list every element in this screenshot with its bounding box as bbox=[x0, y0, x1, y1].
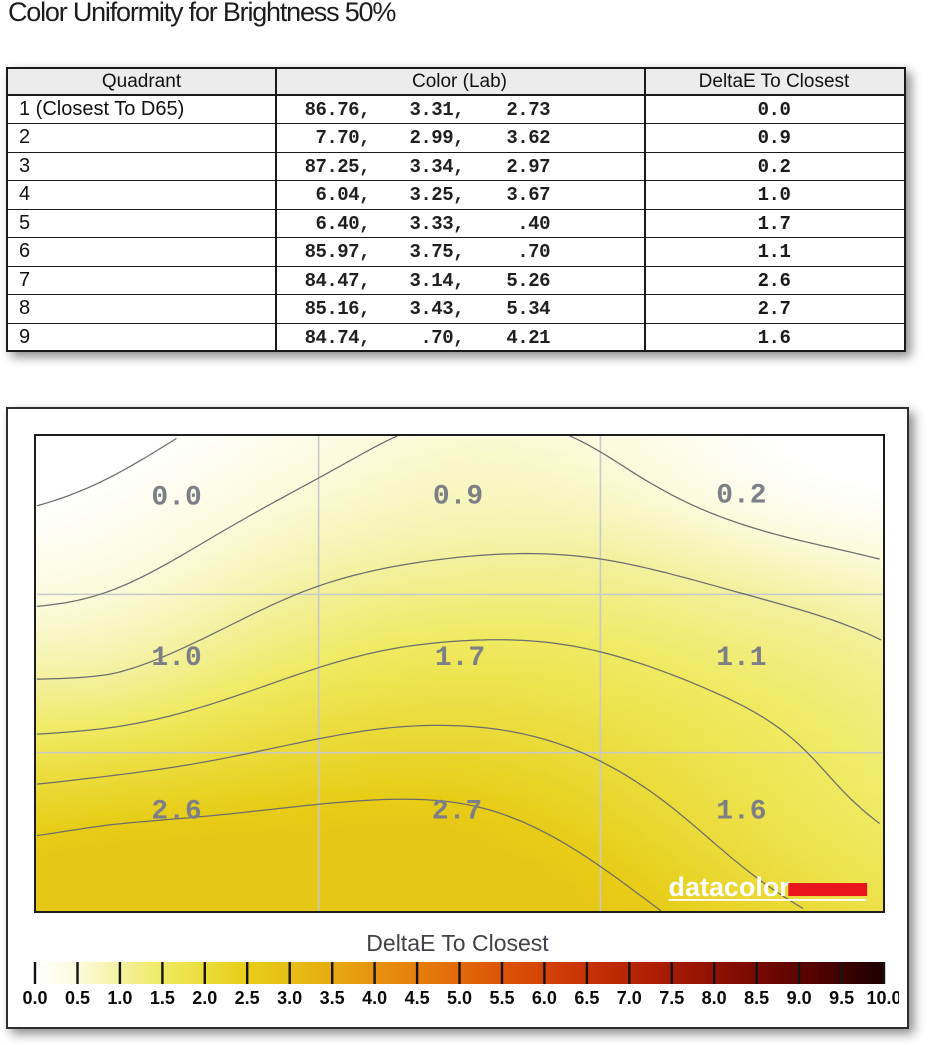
svg-text:1.7: 1.7 bbox=[435, 643, 485, 674]
svg-text:6.5: 6.5 bbox=[574, 988, 599, 1008]
svg-text:0.9: 0.9 bbox=[433, 481, 483, 512]
svg-text:1.5: 1.5 bbox=[150, 988, 175, 1008]
svg-text:4.0: 4.0 bbox=[362, 988, 387, 1008]
svg-text:0.2: 0.2 bbox=[716, 480, 766, 511]
svg-text:5.5: 5.5 bbox=[489, 988, 514, 1008]
svg-text:0.0: 0.0 bbox=[151, 482, 201, 513]
svg-text:4.5: 4.5 bbox=[405, 988, 430, 1008]
svg-text:7.0: 7.0 bbox=[617, 988, 642, 1008]
svg-text:2.6: 2.6 bbox=[151, 797, 201, 828]
svg-text:3.5: 3.5 bbox=[320, 988, 345, 1008]
svg-text:1.6: 1.6 bbox=[716, 797, 766, 828]
svg-text:2.7: 2.7 bbox=[432, 797, 482, 828]
svg-text:10.0: 10.0 bbox=[866, 988, 899, 1008]
svg-text:2.0: 2.0 bbox=[192, 988, 217, 1008]
svg-text:6.0: 6.0 bbox=[532, 988, 557, 1008]
svg-text:1.0: 1.0 bbox=[107, 988, 132, 1008]
svg-text:1.0: 1.0 bbox=[151, 643, 201, 674]
svg-text:5.0: 5.0 bbox=[447, 988, 472, 1008]
svg-text:9.0: 9.0 bbox=[787, 988, 812, 1008]
svg-text:7.5: 7.5 bbox=[659, 988, 684, 1008]
svg-text:1.1: 1.1 bbox=[716, 643, 766, 674]
svg-text:2.5: 2.5 bbox=[235, 988, 260, 1008]
svg-text:0.5: 0.5 bbox=[65, 988, 90, 1008]
svg-text:0.0: 0.0 bbox=[22, 988, 47, 1008]
svg-text:datacolor: datacolor bbox=[669, 872, 791, 902]
svg-text:8.0: 8.0 bbox=[702, 988, 727, 1008]
svg-text:9.5: 9.5 bbox=[829, 988, 854, 1008]
svg-text:3.0: 3.0 bbox=[277, 988, 302, 1008]
svg-text:8.5: 8.5 bbox=[744, 988, 769, 1008]
